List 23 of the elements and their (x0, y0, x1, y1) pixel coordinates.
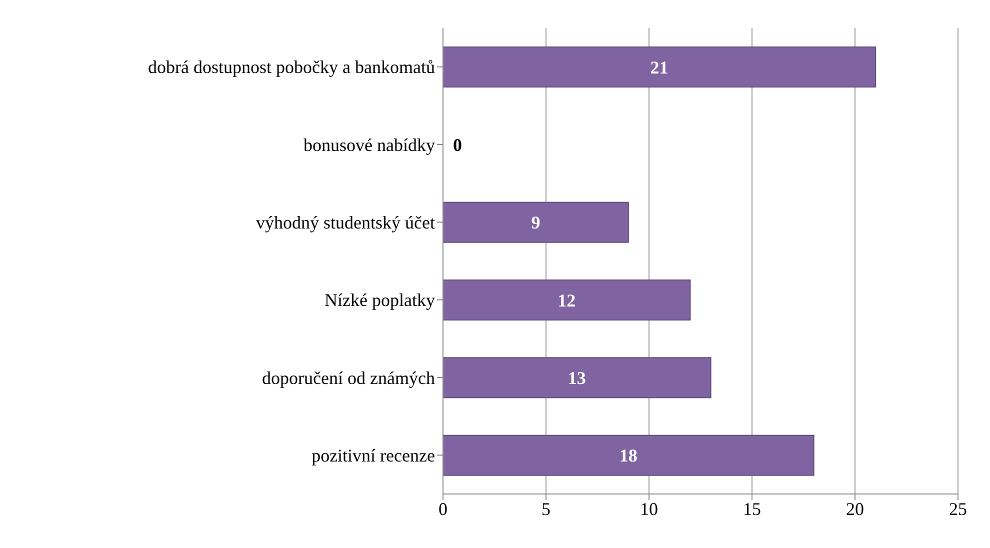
data-label: 12 (558, 290, 576, 310)
y-tick-label: pozitivní recenze (312, 446, 436, 466)
y-tick-label: výhodný studentský účet (256, 212, 435, 233)
y-tick-label: doporučení od známých (262, 368, 435, 388)
x-tick-label: 5 (542, 498, 550, 519)
data-label: 0 (453, 134, 462, 155)
bar (443, 202, 629, 243)
bar (443, 357, 712, 398)
data-label: 9 (531, 212, 540, 233)
y-tick-label: bonusové nabídky (304, 134, 435, 155)
x-tick-label: 0 (438, 498, 448, 519)
x-tick-label: 10 (640, 498, 658, 519)
x-tick-label: 15 (743, 498, 761, 519)
bar (443, 280, 691, 320)
y-tick-label: Nízké poplatky (324, 290, 435, 310)
x-tick-label: 25 (949, 498, 967, 519)
data-label: 13 (568, 368, 586, 388)
x-tick-label: 20 (846, 498, 864, 519)
data-label: 18 (619, 446, 638, 466)
bar (443, 46, 876, 88)
bar (443, 434, 814, 476)
data-label: 21 (650, 57, 668, 78)
y-tick-label: dobrá dostupnost pobočky a bankomatů (148, 57, 435, 78)
